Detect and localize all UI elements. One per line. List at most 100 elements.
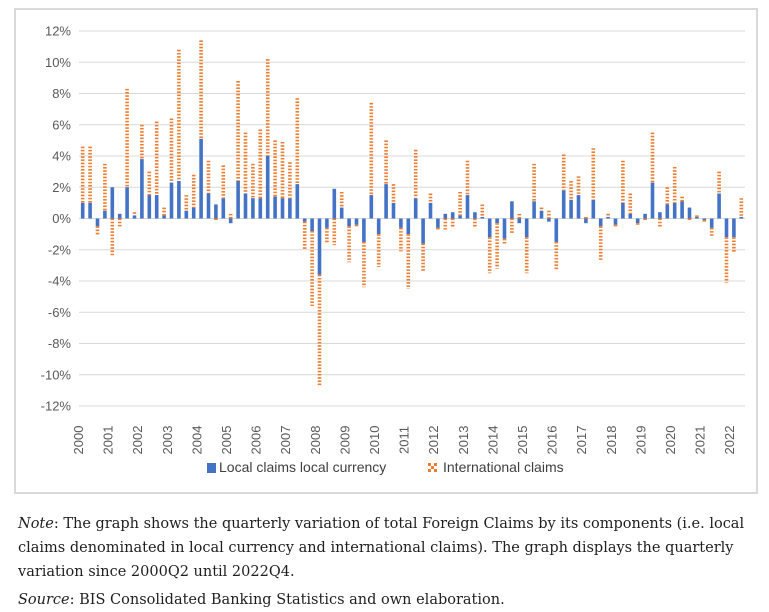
bar-local-claims [110, 187, 115, 219]
x-tick-label: 2022 [722, 426, 737, 455]
bar-local-claims [687, 207, 692, 219]
bar-local-claims [458, 215, 462, 219]
bar-local-claims [510, 201, 514, 219]
bar-local-claims [724, 218, 729, 238]
x-tick-label: 2006 [249, 426, 264, 455]
bar-local-claims [243, 193, 248, 219]
bar-local-claims [635, 218, 640, 224]
bar-local-claims [221, 198, 226, 219]
x-tick-label: 2007 [278, 426, 293, 455]
source-text: : BIS Consolidated Banking Statistics an… [69, 592, 505, 608]
bar-local-claims [576, 195, 581, 219]
bar-local-claims [621, 202, 625, 219]
bar-local-claims [695, 216, 699, 219]
bar-local-claims [591, 199, 596, 219]
bar-local-claims [140, 159, 144, 219]
bar-local-claims [154, 195, 159, 219]
x-tick-label: 2013 [456, 426, 471, 455]
x-tick-label: 2001 [101, 426, 116, 455]
bar-local-claims [391, 202, 396, 219]
x-tick-label: 2002 [130, 426, 145, 455]
y-tick-label: 8% [52, 86, 71, 101]
bar-local-claims [310, 218, 314, 231]
chart-container: 12% 10% 8% 6% 4% 2% 0% -2% -4% -6% -8% -10% -12% 200… [14, 8, 758, 494]
bar-local-claims [280, 198, 285, 219]
bar-local-claims [554, 218, 559, 242]
bar-local-claims [162, 215, 166, 219]
bar-local-claims [495, 218, 499, 224]
bar-local-claims [302, 218, 307, 222]
bar-local-claims [547, 218, 551, 222]
x-tick-label: 2014 [485, 426, 500, 455]
bar-local-claims [672, 202, 677, 219]
bar-local-claims [628, 213, 633, 219]
bar-local-claims [539, 210, 544, 219]
legend-label-local-claims: Local claims local currency [219, 459, 386, 475]
bar-local-claims [339, 207, 344, 219]
legend-label-international-claims: International claims [443, 459, 564, 475]
bar-local-claims [88, 202, 92, 219]
bar-local-claims [332, 188, 337, 219]
bar-local-claims [480, 216, 485, 219]
bar-local-claims [325, 218, 329, 228]
bar-local-claims [206, 193, 211, 219]
bar-local-claims [584, 218, 588, 224]
bar-local-claims [450, 212, 455, 219]
legend-swatch-dot [428, 469, 431, 472]
bar-local-claims [184, 210, 189, 219]
bar-local-claims [532, 201, 536, 219]
bar-local-claims [643, 213, 647, 219]
x-tick-label: 2021 [693, 426, 708, 455]
x-tick-label: 2016 [545, 426, 560, 455]
bar-local-claims [606, 216, 610, 219]
bar-local-claims [354, 218, 359, 225]
bar-local-claims [317, 218, 322, 275]
bar-local-claims [436, 218, 440, 228]
bar-local-claims [80, 202, 85, 219]
bar-local-claims [665, 204, 670, 219]
x-tick-label: 2011 [397, 426, 412, 454]
bar-local-claims [251, 198, 255, 219]
legend: Local claims local currency Internationa… [207, 459, 564, 475]
legend-swatch-international-claims [428, 463, 437, 472]
bar-local-claims [502, 218, 507, 239]
bar-local-claims [147, 195, 152, 219]
bar-local-claims [406, 218, 411, 235]
legend-swatch-dot [434, 463, 437, 466]
bar-local-claims [524, 218, 529, 238]
y-tick-label: 0% [52, 211, 71, 226]
bar-local-claims [680, 201, 684, 219]
bar-local-claims [443, 213, 448, 219]
stacked-bar-chart: 12% 10% 8% 6% 4% 2% 0% -2% -4% -6% -8% -10% -12% 200… [41, 24, 745, 475]
y-tick-label: -12% [41, 399, 72, 414]
bar-local-claims [95, 218, 100, 227]
bar-local-claims [517, 218, 522, 224]
x-tick-label: 2015 [515, 426, 530, 455]
legend-swatch-local-claims [207, 463, 216, 473]
bar-local-claims [132, 215, 137, 219]
bar-local-claims [613, 218, 618, 225]
x-tick-label: 2008 [308, 426, 323, 455]
bar-local-claims [717, 193, 721, 219]
bar-local-claims [739, 216, 744, 219]
x-tick-label: 2003 [160, 426, 175, 455]
bar-local-claims [117, 213, 122, 219]
bar-local-claims [376, 218, 381, 235]
bar-local-claims [650, 182, 655, 219]
x-tick-label: 2012 [426, 426, 441, 455]
y-tick-label: -2% [48, 242, 72, 257]
y-tick-label: 12% [45, 24, 71, 39]
chart-note: Note: The graph shows the quarterly vari… [18, 512, 758, 584]
bar-local-claims [199, 138, 203, 219]
bar-local-claims [236, 181, 240, 219]
y-tick-label: 10% [45, 55, 71, 70]
bar-local-claims [214, 204, 218, 219]
x-tick-label: 2000 [71, 426, 86, 455]
y-tick-label: -8% [48, 336, 72, 351]
bar-local-claims [273, 196, 277, 219]
x-tick-label: 2005 [219, 426, 234, 455]
bar-local-claims [732, 218, 736, 238]
y-tick-label: 6% [52, 117, 71, 132]
bar-local-claims [465, 195, 470, 219]
gridlines [79, 30, 745, 407]
